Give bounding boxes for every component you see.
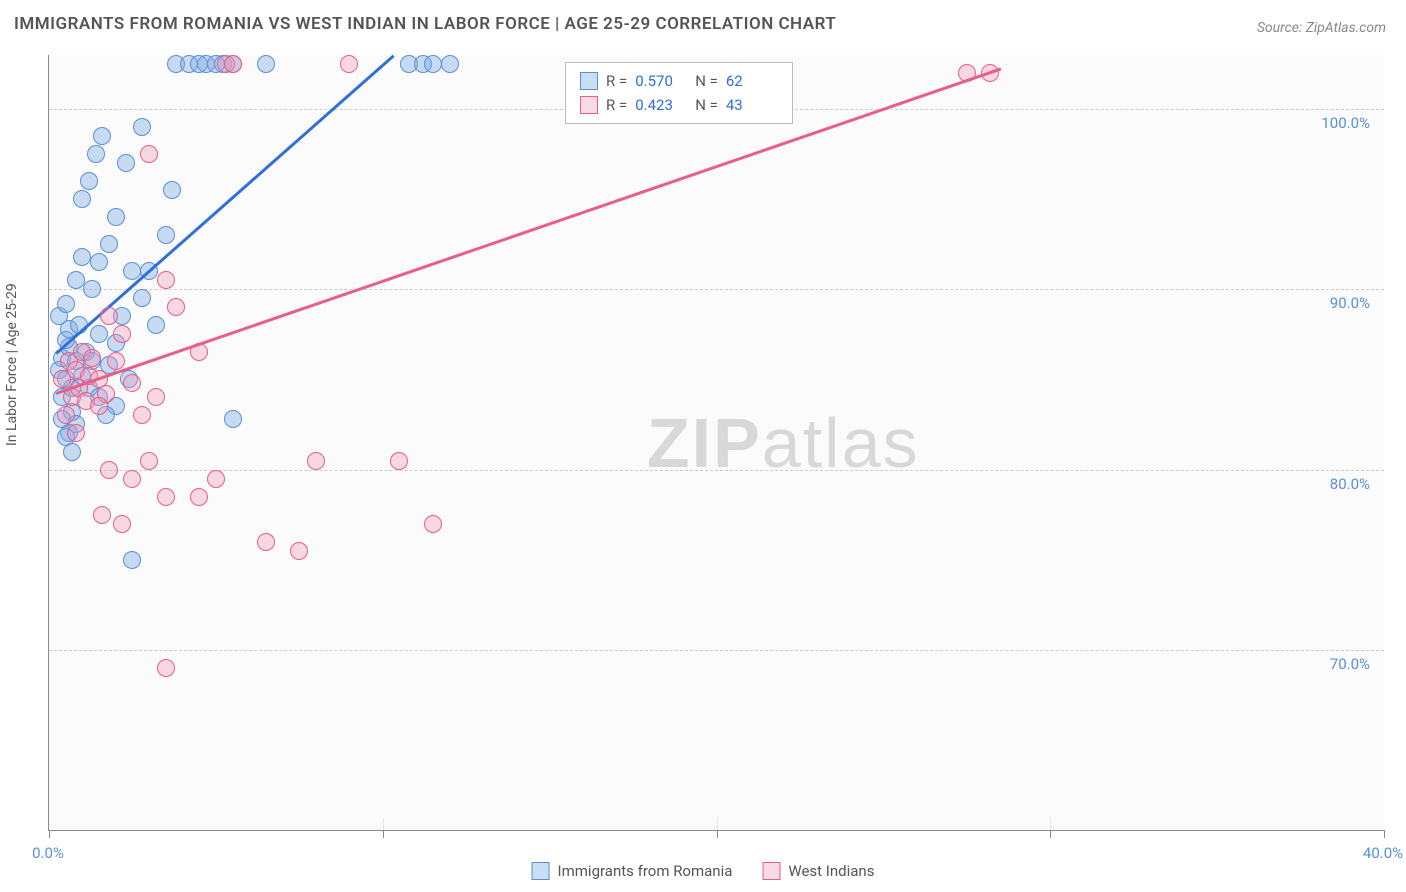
scatter-point bbox=[123, 470, 141, 488]
legend-label: Immigrants from Romania bbox=[558, 862, 733, 880]
legend-item-romania: Immigrants from Romania bbox=[532, 862, 733, 880]
legend-swatch-romania bbox=[532, 862, 550, 880]
scatter-point bbox=[133, 406, 151, 424]
plot-area: ZIPatlas 70.0%80.0%90.0%100.0% bbox=[48, 55, 1384, 831]
scatter-point bbox=[123, 374, 141, 392]
gridline-horizontal bbox=[49, 650, 1384, 651]
scatter-point bbox=[90, 397, 108, 415]
legend-stats-row: R = 0.570 N = 62 bbox=[580, 69, 778, 93]
scatter-point bbox=[100, 235, 118, 253]
legend-series: Immigrants from Romania West Indians bbox=[532, 862, 875, 880]
scatter-point bbox=[93, 506, 111, 524]
legend-stats-box: R = 0.570 N = 62 R = 0.423 N = 43 bbox=[565, 62, 793, 124]
stat-r-value: 0.570 bbox=[635, 69, 687, 93]
scatter-point bbox=[340, 55, 358, 73]
scatter-point bbox=[83, 349, 101, 367]
scatter-point bbox=[207, 470, 225, 488]
legend-swatch-westindian bbox=[762, 862, 780, 880]
x-tick-label: 40.0% bbox=[1363, 844, 1403, 862]
gridline-horizontal bbox=[49, 289, 1384, 290]
scatter-point bbox=[257, 533, 275, 551]
scatter-point bbox=[107, 352, 125, 370]
x-tick-inner bbox=[383, 818, 384, 830]
scatter-point bbox=[147, 316, 165, 334]
scatter-point bbox=[424, 55, 442, 73]
gridline-horizontal bbox=[49, 470, 1384, 471]
scatter-point bbox=[257, 55, 275, 73]
scatter-point bbox=[73, 248, 91, 266]
scatter-point bbox=[224, 55, 242, 73]
scatter-point bbox=[87, 145, 105, 163]
scatter-point bbox=[73, 190, 91, 208]
scatter-point bbox=[424, 515, 442, 533]
scatter-point bbox=[140, 145, 158, 163]
stat-r-label: R = bbox=[606, 93, 627, 117]
scatter-point bbox=[147, 388, 165, 406]
scatter-point bbox=[307, 452, 325, 470]
scatter-point bbox=[57, 406, 75, 424]
scatter-point bbox=[63, 443, 81, 461]
scatter-point bbox=[83, 280, 101, 298]
scatter-point bbox=[113, 325, 131, 343]
scatter-point bbox=[67, 271, 85, 289]
legend-label: West Indians bbox=[788, 862, 874, 880]
scatter-point bbox=[80, 172, 98, 190]
legend-swatch-romania bbox=[580, 72, 598, 90]
scatter-point bbox=[441, 55, 459, 73]
stat-r-value: 0.423 bbox=[635, 93, 687, 117]
scatter-point bbox=[67, 424, 85, 442]
y-tick-label: 90.0% bbox=[1330, 294, 1370, 312]
scatter-point bbox=[133, 118, 151, 136]
scatter-point bbox=[93, 127, 111, 145]
x-tick-inner bbox=[717, 818, 718, 830]
scatter-point bbox=[157, 226, 175, 244]
x-tick bbox=[49, 830, 50, 838]
x-tick-inner bbox=[1050, 818, 1051, 830]
scatter-point bbox=[157, 488, 175, 506]
scatter-point bbox=[117, 154, 135, 172]
scatter-point bbox=[167, 298, 185, 316]
scatter-point bbox=[190, 488, 208, 506]
scatter-point bbox=[123, 551, 141, 569]
x-tick bbox=[1384, 830, 1385, 838]
scatter-point bbox=[90, 253, 108, 271]
scatter-point bbox=[290, 542, 308, 560]
scatter-point bbox=[100, 461, 118, 479]
scatter-point bbox=[157, 271, 175, 289]
y-tick-label: 80.0% bbox=[1330, 475, 1370, 493]
legend-stats-row: R = 0.423 N = 43 bbox=[580, 93, 778, 117]
stat-r-label: R = bbox=[606, 69, 627, 93]
scatter-point bbox=[157, 659, 175, 677]
scatter-point bbox=[90, 325, 108, 343]
x-tick bbox=[383, 830, 384, 838]
stat-n-value: 62 bbox=[726, 69, 778, 93]
x-tick bbox=[1050, 830, 1051, 838]
y-tick-label: 100.0% bbox=[1321, 114, 1370, 132]
legend-swatch-westindian bbox=[580, 96, 598, 114]
scatter-point bbox=[224, 410, 242, 428]
scatter-point bbox=[57, 295, 75, 313]
scatter-point bbox=[133, 289, 151, 307]
scatter-point bbox=[140, 452, 158, 470]
trend-line bbox=[55, 68, 1000, 395]
x-tick-label: 0.0% bbox=[32, 844, 64, 862]
y-axis-label: In Labor Force | Age 25-29 bbox=[4, 283, 20, 446]
scatter-point bbox=[390, 452, 408, 470]
scatter-point bbox=[107, 208, 125, 226]
stat-n-label: N = bbox=[695, 93, 718, 117]
y-tick-label: 70.0% bbox=[1330, 655, 1370, 673]
stat-n-label: N = bbox=[695, 69, 718, 93]
scatter-point bbox=[113, 515, 131, 533]
x-tick bbox=[717, 830, 718, 838]
legend-item-westindian: West Indians bbox=[762, 862, 874, 880]
source-label: Source: ZipAtlas.com bbox=[1257, 20, 1386, 36]
chart-title: IMMIGRANTS FROM ROMANIA VS WEST INDIAN I… bbox=[14, 14, 836, 34]
scatter-point bbox=[163, 181, 181, 199]
scatter-point bbox=[100, 307, 118, 325]
chart-container: IMMIGRANTS FROM ROMANIA VS WEST INDIAN I… bbox=[0, 0, 1406, 892]
stat-n-value: 43 bbox=[726, 93, 778, 117]
